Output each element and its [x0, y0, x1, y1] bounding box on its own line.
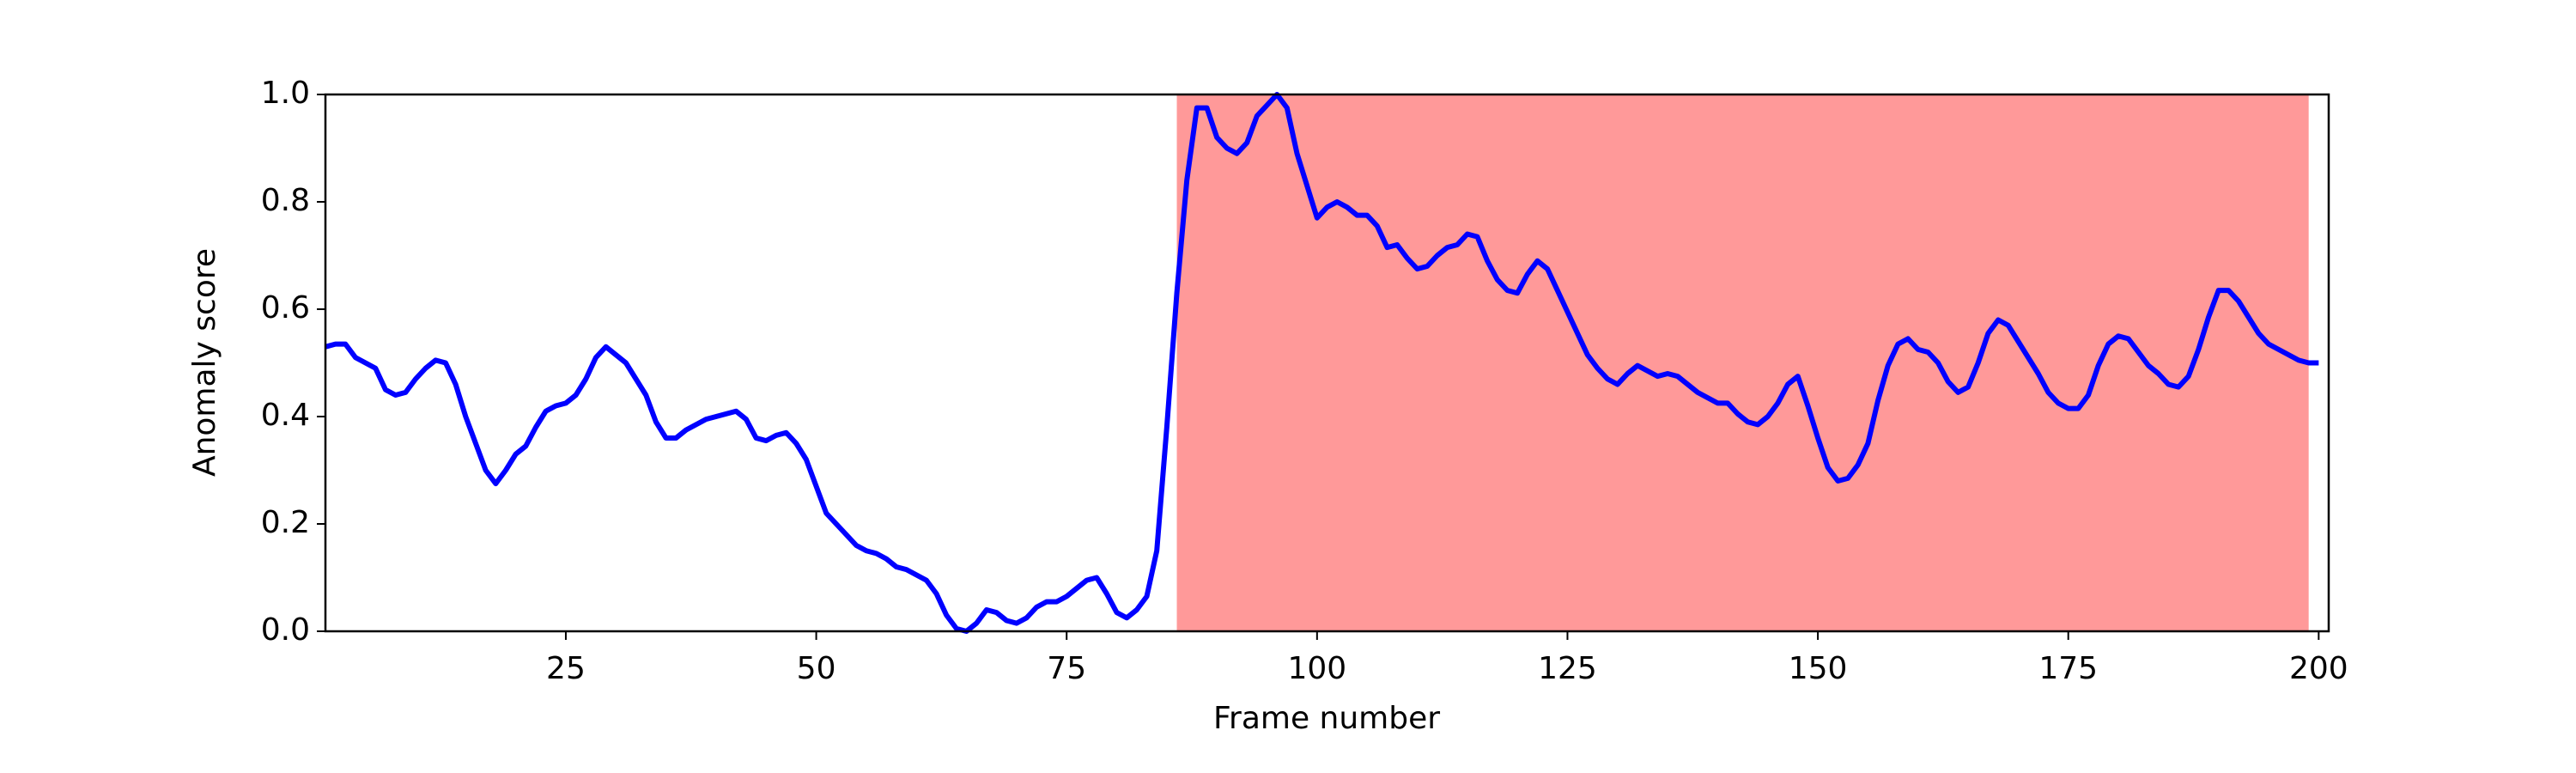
y-tick-label: 0.2	[261, 505, 310, 540]
x-tick-label: 25	[546, 651, 586, 686]
y-tick-label: 0.0	[261, 612, 310, 648]
x-tick-label: 100	[1287, 651, 1346, 686]
x-axis-label: Frame number	[1213, 701, 1440, 736]
y-tick-label: 0.4	[261, 398, 310, 433]
y-tick-label: 0.6	[261, 290, 310, 326]
y-tick-label: 1.0	[261, 76, 310, 111]
x-tick-label: 175	[2038, 651, 2098, 686]
y-axis-label: Anomaly score	[187, 248, 222, 477]
x-tick-label: 50	[797, 651, 836, 686]
x-tick-label: 150	[1789, 651, 1848, 686]
x-tick-label: 200	[2289, 651, 2348, 686]
shaded-region	[1176, 94, 2309, 631]
series-line	[325, 92, 2319, 634]
x-tick-label: 125	[1538, 651, 1597, 686]
x-tick-label: 75	[1047, 651, 1086, 686]
y-tick-label: 0.8	[261, 183, 310, 218]
plot-frame	[324, 93, 2330, 633]
